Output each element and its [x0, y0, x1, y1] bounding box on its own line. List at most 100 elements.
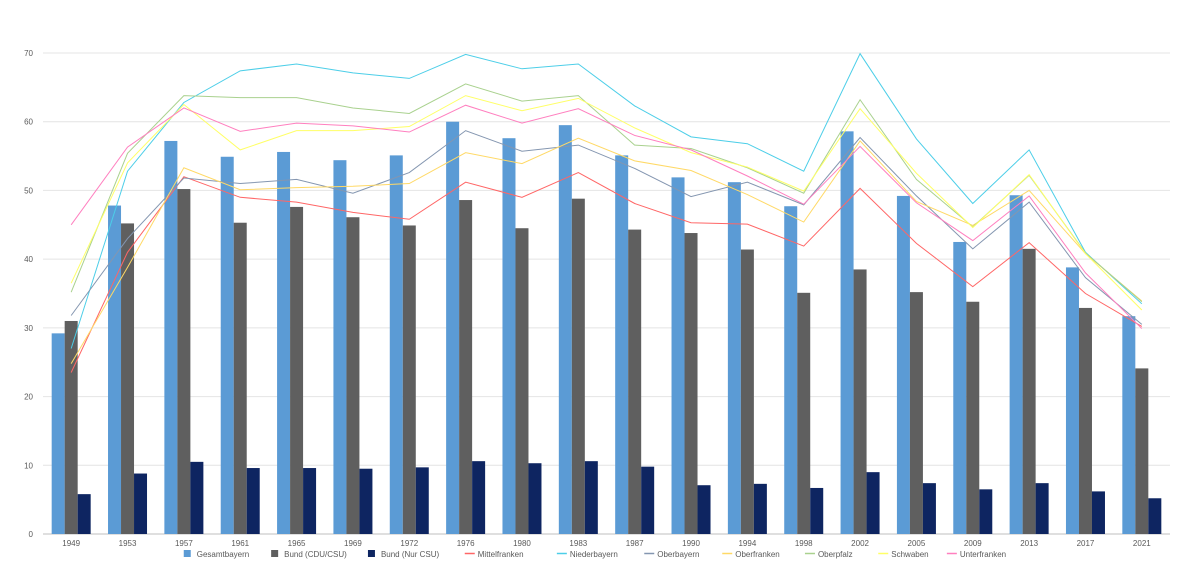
- legend-item-unterfranken: Unterfranken: [946, 550, 1006, 559]
- bar-gesamtbayern-1972: [389, 155, 403, 535]
- bar-gesamtbayern-1998: [784, 206, 798, 535]
- x-tick-label: 1965: [288, 539, 306, 548]
- legend-swatch: [183, 550, 191, 557]
- legend-item-niederbayern: Niederbayern: [556, 550, 618, 559]
- bar-bund-cdu-csu--2017: [1078, 307, 1092, 534]
- y-tick-label: 70: [24, 49, 33, 58]
- bar-bund-cdu-csu--2021: [1135, 368, 1149, 534]
- legend-label: Oberfranken: [735, 550, 779, 559]
- line-mittelfranken: [70, 172, 1143, 373]
- bar-gesamtbayern-1994: [727, 182, 741, 534]
- bar-bund-cdu-csu--2005: [909, 292, 923, 534]
- x-tick-label: 1994: [738, 539, 756, 548]
- bar-bund-nur-csu--2013: [1035, 483, 1049, 534]
- x-tick-label: 2017: [1077, 539, 1095, 548]
- bar-bund-nur-csu--2009: [979, 489, 993, 534]
- x-tick-label: 1987: [626, 539, 644, 548]
- bar-bund-nur-csu--1961: [246, 468, 260, 534]
- x-tick-label: 2005: [908, 539, 926, 548]
- x-tick-label: 1980: [513, 539, 531, 548]
- bar-bund-cdu-csu--1949: [64, 320, 78, 534]
- bar-gesamtbayern-2002: [840, 131, 854, 534]
- bar-bund-nur-csu--1987: [641, 466, 655, 534]
- bar-bund-nur-csu--2021: [1148, 498, 1162, 534]
- x-tick-label: 1961: [231, 539, 249, 548]
- bar-bund-nur-csu--1990: [697, 485, 711, 534]
- bar-bund-nur-csu--1980: [528, 463, 542, 534]
- bar-bund-cdu-csu--1998: [797, 292, 811, 534]
- bar-bund-nur-csu--1983: [584, 461, 598, 534]
- bar-bund-nur-csu--2002: [866, 472, 880, 534]
- bar-bund-nur-csu--1976: [472, 461, 486, 534]
- legend-label: Gesamtbayern: [197, 550, 249, 559]
- line-unterfranken: [70, 104, 1143, 329]
- legend-item-bund-cdu-csu-: Bund (CDU/CSU): [271, 550, 347, 559]
- y-tick-label: 10: [24, 461, 33, 470]
- legend: Gesamtbayern Bund (CDU/CSU) Bund (Nur CSU)…: [183, 550, 1006, 559]
- legend-swatch: [271, 550, 279, 557]
- bar-bund-nur-csu--1965: [303, 468, 317, 534]
- y-tick-label: 20: [24, 393, 33, 402]
- bar-bund-nur-csu--1957: [190, 461, 204, 534]
- bar-bund-nur-csu--1998: [810, 487, 824, 534]
- bar-bund-cdu-csu--1990: [684, 233, 698, 534]
- bar-bund-nur-csu--2005: [922, 483, 936, 534]
- bar-bund-cdu-csu--1976: [459, 200, 473, 534]
- legend-label: Mittelfranken: [478, 550, 524, 559]
- x-tick-label: 1990: [682, 539, 700, 548]
- legend-label: Schwaben: [891, 550, 928, 559]
- x-tick-label: 1983: [569, 539, 587, 548]
- legend-item-oberbayern: Oberbayern: [644, 550, 700, 559]
- legend-label: Oberbayern: [657, 550, 699, 559]
- bar-bund-nur-csu--1949: [77, 494, 91, 534]
- y-tick-label: 40: [24, 255, 33, 264]
- bar-bund-nur-csu--1994: [753, 483, 767, 534]
- bar-gesamtbayern-1983: [558, 125, 572, 535]
- line-oberbayern: [70, 130, 1143, 325]
- bar-gesamtbayern-1969: [333, 160, 347, 535]
- legend-item-oberpfalz: Oberpfalz: [804, 550, 853, 559]
- bar-bund-nur-csu--1969: [359, 468, 373, 534]
- x-tick-label: 1953: [119, 539, 137, 548]
- bar-gesamtbayern-1957: [164, 140, 178, 534]
- legend-item-oberfranken: Oberfranken: [722, 550, 780, 559]
- bar-gesamtbayern-1990: [671, 177, 685, 534]
- bar-gesamtbayern-2017: [1065, 267, 1079, 534]
- x-tick-label: 1976: [457, 539, 475, 548]
- bar-gesamtbayern-2021: [1122, 316, 1136, 534]
- x-tick-label: 2013: [1020, 539, 1038, 548]
- gridlines: [43, 52, 1170, 535]
- bar-gesamtbayern-1980: [502, 138, 516, 534]
- bar-gesamtbayern-1953: [108, 205, 122, 534]
- x-tick-label: 1969: [344, 539, 362, 548]
- x-tick-label: 1998: [795, 539, 813, 548]
- bar-bund-nur-csu--1953: [134, 473, 148, 534]
- bar-bund-cdu-csu--1994: [740, 249, 754, 534]
- x-tick-label: 2002: [851, 539, 869, 548]
- legend-label: Bund (CDU/CSU): [284, 550, 347, 559]
- bar-bund-cdu-csu--1987: [628, 229, 642, 535]
- bar-gesamtbayern-2013: [1009, 195, 1023, 534]
- bar-bund-nur-csu--1972: [415, 467, 429, 534]
- bar-gesamtbayern-2005: [896, 195, 910, 534]
- bar-gesamtbayern-1965: [277, 151, 291, 534]
- bar-bund-cdu-csu--2009: [966, 301, 980, 534]
- bar-gesamtbayern-2009: [953, 241, 967, 534]
- bar-bund-nur-csu--2017: [1091, 491, 1105, 534]
- bar-bund-cdu-csu--1980: [515, 228, 529, 534]
- y-tick-label: 30: [24, 324, 33, 333]
- bars: [51, 121, 1162, 535]
- legend-label: Bund (Nur CSU): [381, 550, 440, 559]
- legend-item-mittelfranken: Mittelfranken: [464, 550, 524, 559]
- x-axis-ticks: 1949 1953 1957 1961 1965 1969 1972 1976 1980 1983…: [62, 539, 1151, 548]
- line-schwaben: [70, 95, 1143, 311]
- legend-item-schwaben: Schwaben: [878, 550, 929, 559]
- bar-bund-cdu-csu--1965: [290, 206, 304, 535]
- y-axis-ticks: 0 10 20 30 40 50 60 70: [24, 49, 33, 539]
- x-tick-label: 2021: [1133, 539, 1151, 548]
- bar-gesamtbayern-1976: [446, 121, 460, 534]
- y-tick-label: 0: [29, 530, 34, 539]
- legend-item-gesamtbayern: Gesamtbayern: [183, 550, 249, 559]
- x-tick-label: 1972: [400, 539, 418, 548]
- x-tick-label: 2009: [964, 539, 982, 548]
